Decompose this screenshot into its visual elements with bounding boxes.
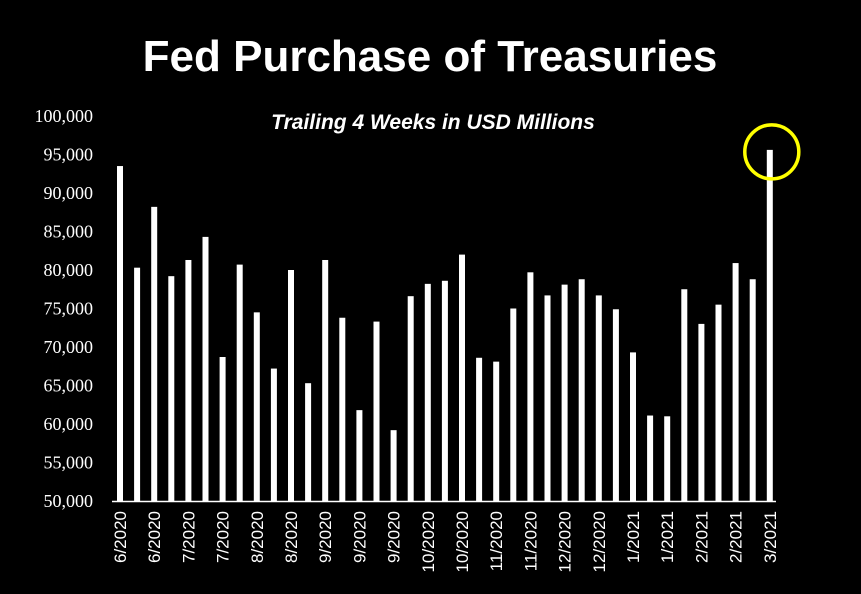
- bar: [390, 430, 397, 501]
- x-tick-label: 9/2020: [385, 511, 404, 563]
- y-tick-label: 100,000: [35, 106, 94, 126]
- bar: [459, 254, 465, 501]
- bar: [356, 410, 363, 501]
- bar: [253, 312, 260, 501]
- x-tick-label: 7/2020: [179, 511, 198, 563]
- bar: [305, 383, 312, 501]
- y-axis-tick-labels: 50,000 55,000 60,000 65,000 70,000 75,000 80,0…: [35, 106, 94, 511]
- bar: [236, 264, 243, 501]
- bar: [510, 308, 517, 501]
- x-tick-label: 8/2020: [282, 511, 301, 563]
- y-tick-label: 95,000: [44, 145, 94, 165]
- bar: [595, 295, 602, 501]
- bar: [493, 361, 500, 501]
- chart-title: Fed Purchase of Treasuries: [143, 32, 718, 81]
- y-tick-label: 90,000: [44, 183, 94, 203]
- x-tick-label: 10/2020: [453, 511, 472, 572]
- bar: [424, 283, 431, 501]
- bar: [664, 416, 671, 501]
- bar: [339, 317, 346, 501]
- bar: [407, 296, 414, 501]
- highlight-circle: [743, 123, 801, 181]
- bar: [202, 236, 209, 501]
- x-tick-label: 8/2020: [248, 511, 267, 563]
- bar: [527, 272, 534, 501]
- bar: [168, 276, 175, 501]
- bar: [219, 357, 226, 501]
- x-tick-label: 11/2020: [521, 511, 540, 571]
- chart-subtitle: Trailing 4 Weeks in USD Millions: [271, 111, 595, 134]
- y-tick-label: 60,000: [44, 414, 94, 434]
- bar: [270, 368, 277, 501]
- y-tick-label: 65,000: [44, 376, 94, 396]
- x-tick-label: 11/2020: [487, 511, 506, 571]
- x-axis-tick-labels: 6/2020 6/2020 7/2020 7/2020 8/2020 8/2020 9/20…: [111, 511, 780, 572]
- x-tick-label: 9/2020: [350, 511, 369, 563]
- x-tick-label: 10/2020: [419, 511, 438, 572]
- bar: [544, 295, 551, 501]
- y-tick-label: 50,000: [44, 491, 94, 511]
- y-tick-label: 75,000: [44, 299, 94, 319]
- x-tick-label: 12/2020: [590, 511, 609, 572]
- bar: [134, 267, 141, 501]
- bar: [476, 357, 483, 501]
- bar: [647, 415, 654, 501]
- x-tick-label: 1/2021: [658, 511, 677, 563]
- x-tick-label: 7/2020: [214, 511, 233, 563]
- x-tick-label: 1/2021: [624, 511, 643, 563]
- x-tick-label: 3/2021: [761, 511, 780, 563]
- bar: [681, 289, 688, 501]
- bars: [117, 149, 773, 502]
- bar: [732, 263, 739, 501]
- bar: [715, 304, 722, 501]
- bar: [561, 284, 568, 501]
- bar: [749, 279, 756, 501]
- bar: [766, 149, 773, 501]
- bar: [612, 309, 619, 501]
- bar: [288, 270, 294, 501]
- y-tick-label: 85,000: [44, 222, 94, 242]
- x-tick-label: 6/2020: [111, 511, 130, 563]
- x-tick-label: 2/2021: [692, 511, 711, 563]
- bar: [441, 280, 448, 501]
- bar: [117, 166, 123, 502]
- y-tick-label: 70,000: [44, 337, 94, 357]
- x-tick-label: 2/2021: [727, 511, 746, 563]
- bar: [373, 321, 380, 501]
- bar: [322, 259, 329, 501]
- bar: [630, 352, 636, 501]
- y-tick-label: 80,000: [44, 260, 94, 280]
- x-tick-label: 12/2020: [556, 511, 575, 572]
- bar: [151, 206, 158, 502]
- bar: [185, 259, 192, 501]
- bar: [698, 323, 705, 501]
- x-tick-label: 6/2020: [145, 511, 164, 563]
- x-tick-label: 9/2020: [316, 511, 335, 563]
- y-tick-label: 55,000: [44, 453, 94, 473]
- bar: [578, 279, 585, 501]
